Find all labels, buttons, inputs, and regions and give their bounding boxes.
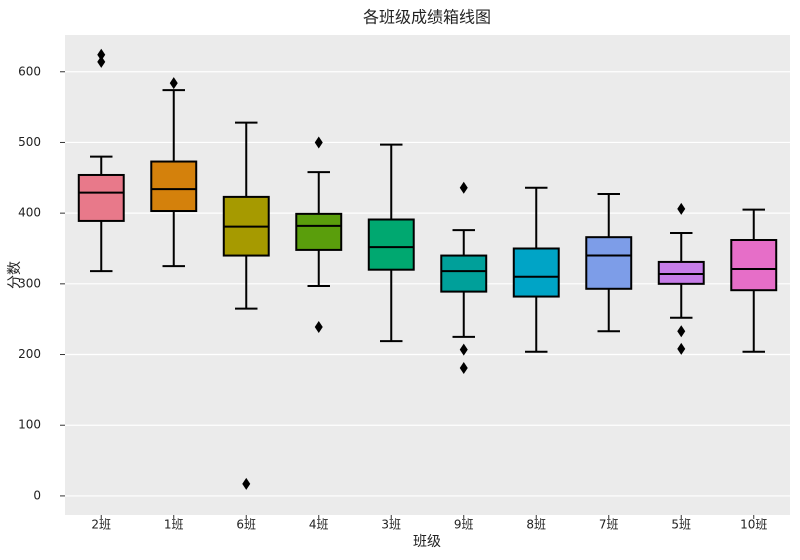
x-tick-label: 2班 [91, 518, 111, 532]
x-tick-label: 4班 [309, 518, 329, 532]
box [585, 236, 633, 290]
outlier [677, 325, 686, 338]
box [150, 160, 198, 213]
box [657, 260, 705, 285]
y-tick-label: 0 [33, 488, 41, 502]
box [512, 247, 560, 298]
outlier [314, 136, 323, 149]
box [440, 254, 488, 293]
outlier [242, 477, 251, 490]
outlier [97, 55, 106, 68]
y-tick-label: 100 [18, 418, 41, 432]
outlier [677, 202, 686, 215]
box [77, 173, 125, 222]
y-tick-label: 500 [18, 135, 41, 149]
x-tick-label: 6班 [236, 518, 256, 532]
outlier [169, 77, 178, 90]
y-axis-title: 分数 [7, 261, 23, 289]
y-tick-label: 400 [18, 206, 41, 220]
x-tick-label: 8班 [526, 518, 546, 532]
x-tick-label: 1班 [164, 518, 184, 532]
outlier [459, 181, 468, 194]
box [295, 212, 343, 251]
box [730, 239, 778, 292]
x-tick-label: 7班 [599, 518, 619, 532]
outlier [314, 320, 323, 333]
x-axis-title: 班级 [413, 534, 441, 550]
x-tick-label: 10班 [740, 518, 767, 532]
chart-title: 各班级成绩箱线图 [363, 8, 491, 27]
y-tick-label: 300 [18, 276, 41, 290]
outlier [459, 361, 468, 374]
y-tick-label: 600 [18, 64, 41, 78]
y-tick-label: 200 [18, 347, 41, 361]
outlier [677, 342, 686, 355]
x-tick-label: 3班 [381, 518, 401, 532]
x-tick-label: 9班 [454, 518, 474, 532]
x-tick-label: 5班 [671, 518, 691, 532]
outlier [459, 343, 468, 356]
box [367, 218, 415, 271]
outlier [97, 48, 106, 61]
